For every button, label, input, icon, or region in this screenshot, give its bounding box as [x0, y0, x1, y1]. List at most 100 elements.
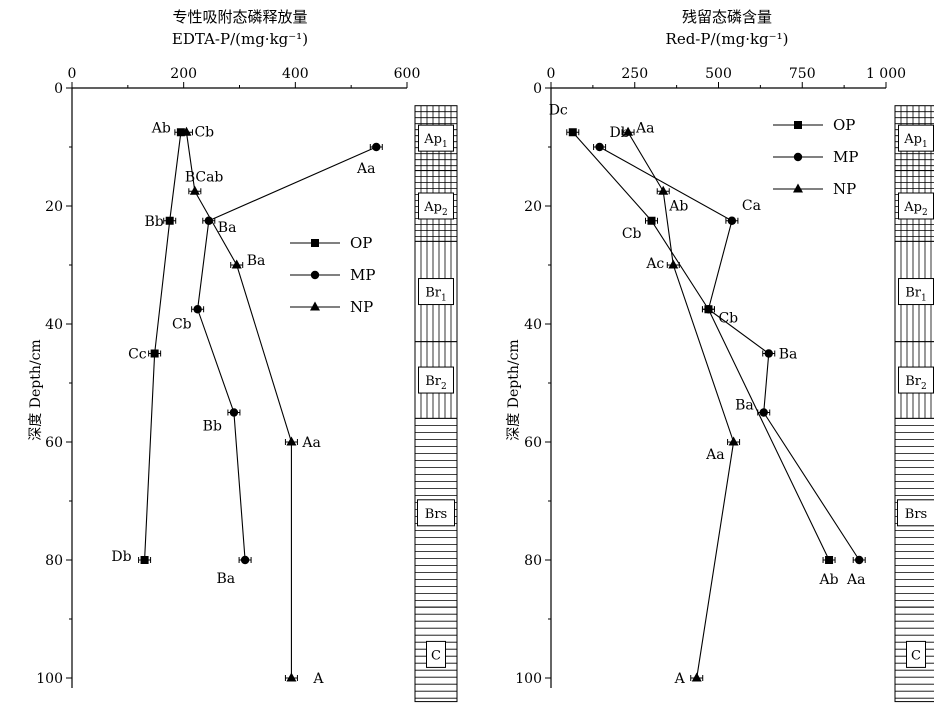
- data-label: Ba: [216, 571, 235, 587]
- data-label: Ac: [645, 256, 664, 272]
- y-tick-label: 0: [533, 81, 542, 97]
- series-line: [599, 146, 860, 561]
- horizon-subscript: 1: [441, 294, 447, 304]
- data-label: A: [674, 671, 686, 687]
- legend-label: NP: [350, 298, 373, 316]
- chart-edta-p: 专性吸附态磷释放量 EDTA-P/(mg·kg⁻¹) 深度 Depth/cm 0…: [28, 8, 458, 703]
- horizon-label-box: [906, 640, 926, 668]
- data-label: BCab: [185, 169, 224, 185]
- horizon-label-box: [418, 192, 454, 220]
- horizon-name: Ap: [423, 200, 442, 215]
- horizon-label-box: [418, 366, 454, 394]
- horizon-name: Ap: [903, 132, 922, 147]
- x-tick-label: 750: [789, 66, 816, 82]
- legend: OP MP NP: [773, 116, 858, 198]
- horizon-label-box: [898, 192, 934, 220]
- chart-title: 残留态磷含量: [682, 8, 772, 26]
- data-label: Ca: [742, 198, 761, 214]
- data-label: Dc: [549, 102, 568, 118]
- data-point: [286, 672, 297, 682]
- chart-subtitle: EDTA-P/(mg·kg⁻¹): [172, 30, 308, 48]
- series-np: Aa Ab Ac Aa A: [621, 120, 741, 687]
- legend-label: MP: [833, 148, 858, 166]
- horizon-label: Br2: [425, 374, 447, 392]
- data-point: [140, 556, 149, 564]
- data-label: Ba: [218, 220, 237, 236]
- legend-marker: [310, 301, 320, 311]
- y-tick-label: 60: [524, 435, 542, 451]
- data-point: [727, 216, 737, 225]
- data-label: Cb: [622, 226, 642, 242]
- series-line: [144, 132, 182, 561]
- data-point: [193, 305, 202, 314]
- y-tick-label: 60: [45, 435, 63, 451]
- y-tick-label: 20: [524, 199, 542, 215]
- data-point: [150, 349, 159, 358]
- data-label: Db: [609, 125, 629, 141]
- y-tick-label: 100: [515, 671, 542, 687]
- profile-horizon: Br2: [894, 341, 934, 419]
- horizon-label: Ap2: [903, 200, 927, 218]
- data-point: [764, 349, 773, 358]
- data-point: [286, 436, 297, 446]
- horizon-label-box: [418, 278, 454, 306]
- data-label: Ba: [247, 253, 266, 269]
- data-label: Cb: [172, 316, 192, 332]
- x-tick-label: 600: [394, 66, 421, 82]
- horizon-subscript: 2: [442, 208, 448, 218]
- horizon-label: Ap1: [903, 132, 927, 150]
- series-np: Cb BCab Ba Aa A: [179, 124, 324, 687]
- data-point: [647, 216, 656, 225]
- data-point: [568, 128, 577, 137]
- data-label: Cc: [128, 347, 147, 363]
- data-point: [728, 436, 739, 446]
- x-tick-label: 0: [547, 66, 556, 82]
- horizon-subscript: 1: [921, 294, 927, 304]
- x-tick-label: 1 000: [866, 66, 906, 82]
- chart-subtitle: Red-P/(mg·kg⁻¹): [666, 30, 789, 48]
- data-label: Ba: [779, 347, 798, 363]
- data-label: Aa: [356, 161, 375, 177]
- data-point: [691, 672, 702, 682]
- chart-red-p: 残留态磷含量 Red-P/(mg·kg⁻¹) 深度 Depth/cm 0 250 5…: [506, 8, 934, 703]
- series-line: [197, 146, 377, 561]
- data-point: [181, 126, 192, 136]
- y-tick-label: 80: [45, 553, 63, 569]
- data-point: [658, 185, 669, 195]
- legend-label: MP: [350, 266, 375, 284]
- y-tick-label: 40: [524, 317, 542, 333]
- data-point: [372, 142, 381, 152]
- legend: OP MP NP: [290, 234, 375, 316]
- data-label: Ab: [819, 572, 839, 588]
- series-op: Ab Bb Cc Db: [111, 120, 188, 565]
- data-label: Ab: [668, 198, 688, 214]
- horizon-name: C: [911, 648, 921, 663]
- profile-horizon: Ap2: [894, 170, 934, 242]
- horizon-label: Br2: [905, 374, 927, 392]
- legend-marker: [310, 270, 320, 280]
- data-label: Ab: [151, 120, 171, 136]
- horizon-label-box: [898, 366, 934, 394]
- data-point: [825, 556, 834, 564]
- y-tick-label: 0: [54, 81, 63, 97]
- data-label: Cb: [718, 310, 738, 326]
- horizon-name: Br: [425, 286, 442, 301]
- horizon-label: Ap1: [423, 132, 447, 150]
- data-label: A: [312, 671, 324, 687]
- legend-marker: [311, 239, 319, 247]
- horizon-name: Br: [905, 374, 922, 389]
- horizon-label: Brs: [905, 507, 927, 522]
- data-label: Db: [111, 549, 131, 565]
- data-label: Aa: [705, 447, 724, 463]
- horizon-label-box: [418, 124, 454, 152]
- horizon-label: Br1: [425, 286, 447, 304]
- profile-horizon: Br2: [414, 341, 458, 419]
- data-point: [623, 126, 634, 136]
- horizon-label: Brs: [425, 507, 447, 522]
- horizon-label-box: [898, 278, 934, 306]
- data-label: Aa: [301, 435, 320, 451]
- profile-horizon: Ap1: [894, 105, 934, 172]
- horizon-label: Ap2: [423, 200, 447, 218]
